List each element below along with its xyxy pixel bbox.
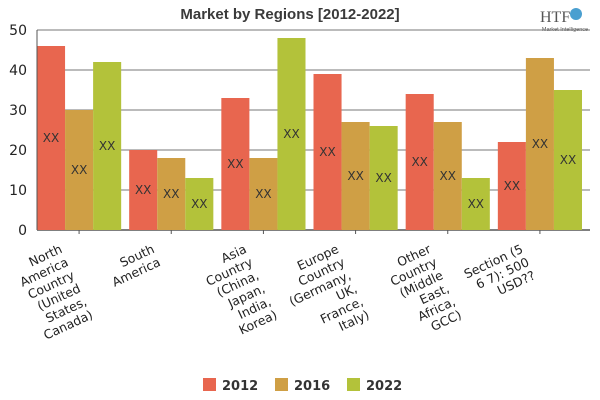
data-label: XX — [99, 139, 115, 153]
legend-label-2012: 2012 — [222, 379, 258, 394]
legend-label-2022: 2022 — [366, 379, 402, 394]
legend-swatch-2016 — [275, 378, 288, 391]
bar-2016-1 — [157, 158, 186, 230]
data-label: XX — [227, 157, 243, 171]
bar-2016-0 — [65, 110, 94, 230]
data-label: XX — [255, 187, 271, 201]
bar-2022-5 — [553, 90, 582, 230]
data-label: XX — [283, 127, 299, 141]
bar-2016-5 — [525, 58, 554, 230]
htf-logo: HTF Market Intelligence — [540, 8, 588, 33]
bar-2016-3 — [341, 122, 370, 230]
logo-globe-icon — [570, 8, 582, 20]
y-tick-label-20: 20 — [9, 143, 27, 159]
data-label: XX — [560, 153, 576, 167]
bar-2012-5 — [497, 142, 526, 230]
data-label: XX — [163, 187, 179, 201]
data-label: XX — [411, 155, 427, 169]
logo-text: HTF — [540, 9, 570, 26]
data-label: XX — [135, 183, 151, 197]
bar-2012-1 — [129, 150, 158, 230]
bar-2022-3 — [369, 126, 398, 230]
data-label: XX — [43, 131, 59, 145]
bar-2022-1 — [185, 178, 214, 230]
bar-2022-0 — [93, 62, 122, 230]
bar-2012-2 — [221, 98, 250, 230]
data-label: XX — [71, 163, 87, 177]
chart-title: Market by Regions [2012-2022] — [180, 6, 399, 23]
bar-2022-2 — [277, 38, 306, 230]
bar-2012-3 — [313, 74, 342, 230]
data-label: XX — [191, 197, 207, 211]
y-tick-label-10: 10 — [9, 183, 27, 199]
data-label: XX — [440, 169, 456, 183]
y-tick-label-50: 50 — [9, 23, 27, 39]
y-tick-label-30: 30 — [9, 103, 27, 119]
bar-2016-2 — [249, 158, 278, 230]
bar-2022-4 — [461, 178, 490, 230]
y-tick-label-40: 40 — [9, 63, 27, 79]
bar-2016-4 — [433, 122, 462, 230]
data-label: XX — [532, 137, 548, 151]
data-label: XX — [504, 179, 520, 193]
y-tick-label-0: 0 — [18, 223, 27, 239]
legend-swatch-2022 — [347, 378, 360, 391]
data-label: XX — [347, 169, 363, 183]
legend-swatch-2012 — [203, 378, 216, 391]
data-label: XX — [468, 197, 484, 211]
bar-2012-4 — [405, 94, 434, 230]
legend-label-2016: 2016 — [294, 379, 330, 394]
bar-2012-0 — [37, 46, 66, 230]
data-label: XX — [319, 145, 335, 159]
data-label: XX — [375, 171, 391, 185]
